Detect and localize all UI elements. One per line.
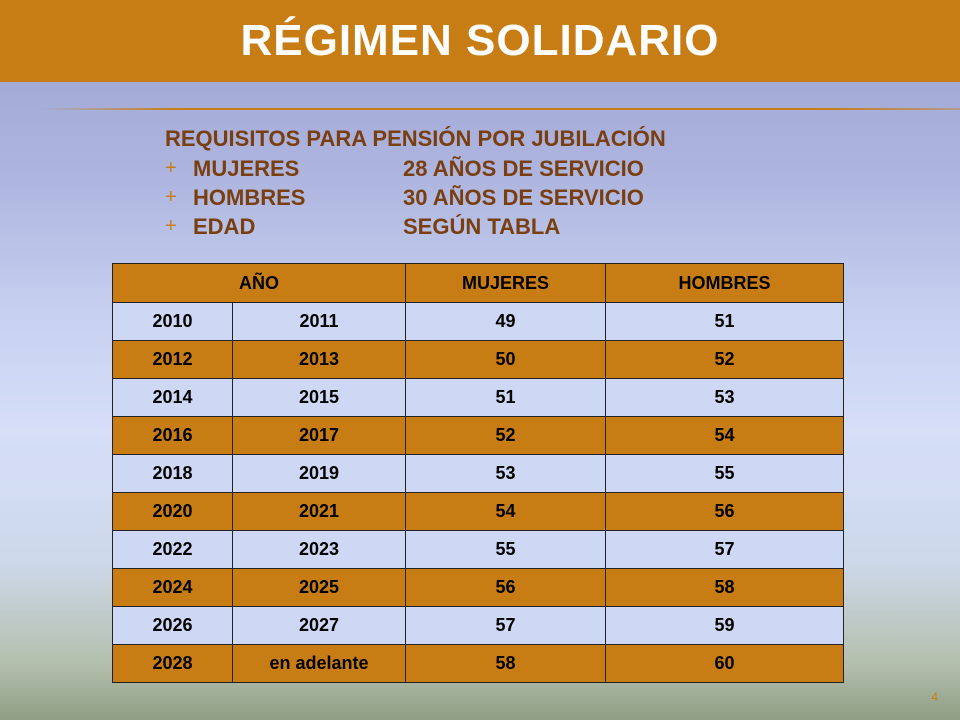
cell-mujeres: 52 — [405, 416, 606, 455]
slide-title: RÉGIMEN SOLIDARIO — [240, 16, 720, 65]
requirement-label: EDAD — [193, 214, 256, 239]
table-row: 2026 2027 57 59 — [112, 606, 844, 645]
requirement-value: 30 AÑOS DE SERVICIO — [403, 185, 644, 210]
cell-year-from: 2028 — [112, 644, 233, 683]
table-row: 2018 2019 53 55 — [112, 454, 844, 493]
cell-mujeres: 58 — [405, 644, 606, 683]
cell-year-from: 2014 — [112, 378, 233, 417]
plus-bullet-icon: + — [165, 157, 177, 179]
cell-mujeres: 56 — [405, 568, 606, 607]
cell-year-from: 2024 — [112, 568, 233, 607]
cell-hombres: 51 — [605, 302, 844, 341]
table-row: 2020 2021 54 56 — [112, 492, 844, 531]
cell-year-from: 2022 — [112, 530, 233, 569]
table-header-row: AÑO MUJERES HOMBRES — [112, 263, 844, 303]
title-banner: RÉGIMEN SOLIDARIO — [0, 0, 960, 82]
cell-year-to: 2023 — [232, 530, 406, 569]
requirement-label: HOMBRES — [193, 185, 306, 210]
cell-hombres: 56 — [605, 492, 844, 531]
cell-year-from: 2010 — [112, 302, 233, 341]
cell-year-from: 2026 — [112, 606, 233, 645]
cell-hombres: 52 — [605, 340, 844, 379]
cell-hombres: 57 — [605, 530, 844, 569]
cell-year-from: 2020 — [112, 492, 233, 531]
cell-hombres: 58 — [605, 568, 844, 607]
requirements-block: REQUISITOS PARA PENSIÓN POR JUBILACIÓN +… — [165, 124, 666, 241]
cell-hombres: 59 — [605, 606, 844, 645]
cell-year-from: 2016 — [112, 416, 233, 455]
table-row: 2028 en adelante 58 60 — [112, 644, 844, 683]
cell-mujeres: 51 — [405, 378, 606, 417]
table-row: 2024 2025 56 58 — [112, 568, 844, 607]
cell-mujeres: 55 — [405, 530, 606, 569]
table-row: 2022 2023 55 57 — [112, 530, 844, 569]
cell-year-from: 2012 — [112, 340, 233, 379]
cell-mujeres: 54 — [405, 492, 606, 531]
cell-hombres: 53 — [605, 378, 844, 417]
header-hombres: HOMBRES — [605, 263, 844, 303]
cell-hombres: 55 — [605, 454, 844, 493]
cell-mujeres: 50 — [405, 340, 606, 379]
cell-year-to: 2027 — [232, 606, 406, 645]
cell-mujeres: 53 — [405, 454, 606, 493]
requirements-heading: REQUISITOS PARA PENSIÓN POR JUBILACIÓN — [165, 126, 666, 151]
cell-hombres: 60 — [605, 644, 844, 683]
divider-line — [40, 108, 960, 110]
plus-bullet-icon: + — [165, 186, 177, 208]
cell-year-to: 2025 — [232, 568, 406, 607]
cell-year-to: 2017 — [232, 416, 406, 455]
requirement-value: 28 AÑOS DE SERVICIO — [403, 156, 644, 181]
age-table: AÑO MUJERES HOMBRES 2010 2011 49 51 2012 2013… — [112, 263, 844, 683]
cell-year-to: 2021 — [232, 492, 406, 531]
cell-year-to: 2013 — [232, 340, 406, 379]
cell-year-to: 2015 — [232, 378, 406, 417]
page-number: 4 — [931, 690, 938, 704]
table-row: 2016 2017 52 54 — [112, 416, 844, 455]
cell-year-to: 2011 — [232, 302, 406, 341]
plus-bullet-icon: + — [165, 215, 177, 237]
cell-year-from: 2018 — [112, 454, 233, 493]
cell-mujeres: 57 — [405, 606, 606, 645]
cell-mujeres: 49 — [405, 302, 606, 341]
header-mujeres: MUJERES — [405, 263, 606, 303]
header-ano: AÑO — [112, 263, 406, 303]
requirement-label: MUJERES — [193, 156, 300, 181]
requirement-item: + HOMBRES 30 AÑOS DE SERVICIO — [165, 183, 666, 212]
requirement-value: SEGÚN TABLA — [403, 214, 561, 239]
cell-year-to: 2019 — [232, 454, 406, 493]
table-row: 2010 2011 49 51 — [112, 302, 844, 341]
table-body: 2010 2011 49 51 2012 2013 50 52 2014 2015 51 53 2016… — [112, 302, 844, 683]
cell-year-to: en adelante — [232, 644, 406, 683]
cell-hombres: 54 — [605, 416, 844, 455]
requirement-item: + MUJERES 28 AÑOS DE SERVICIO — [165, 154, 666, 183]
table-row: 2014 2015 51 53 — [112, 378, 844, 417]
requirement-item: + EDAD SEGÚN TABLA — [165, 212, 666, 241]
table-row: 2012 2013 50 52 — [112, 340, 844, 379]
